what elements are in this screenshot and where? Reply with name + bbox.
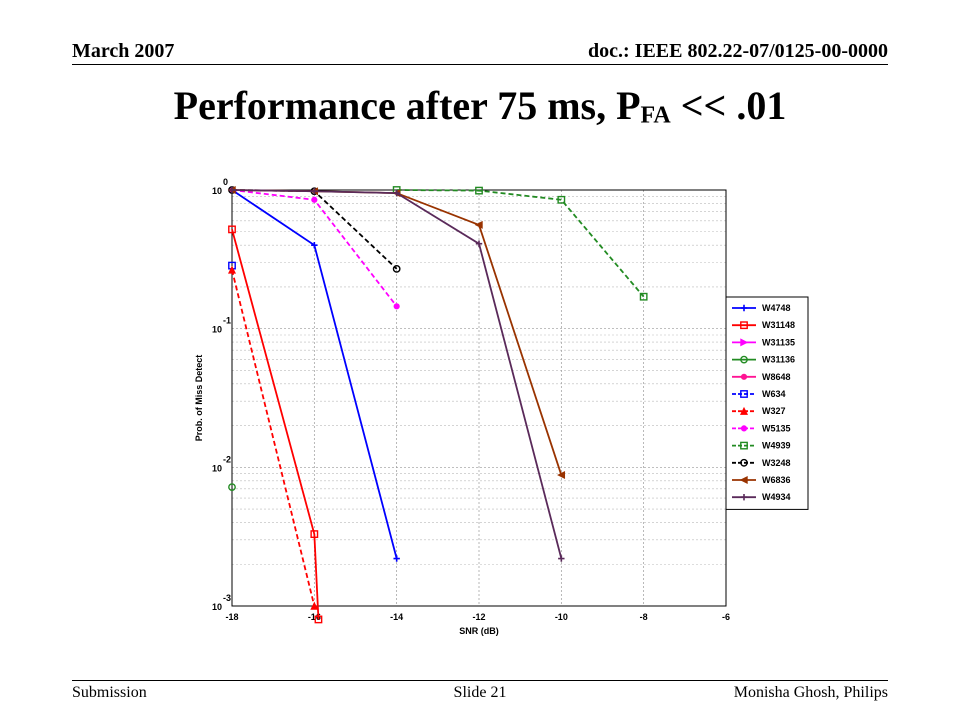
footer-submission: Submission <box>72 684 147 701</box>
legend-label-w5135: W5135 <box>762 423 791 433</box>
footer-author: Monisha Ghosh, Philips <box>733 684 888 701</box>
series-line-w31148 <box>231 229 320 620</box>
legend-marker-w3248 <box>740 458 748 467</box>
y-tick-exponent: 0 <box>223 177 228 187</box>
x-tick-label: -8 <box>640 612 648 622</box>
y-tick-exponent: -3 <box>223 593 231 603</box>
x-tick-label: -12 <box>472 612 485 622</box>
y-tick-exponent: -2 <box>223 454 231 464</box>
slide-title-subscript: FA <box>640 102 671 129</box>
y-tick-exponent: -1 <box>223 316 231 326</box>
legend-label-w31135: W31135 <box>762 337 795 347</box>
header-date: March 2007 <box>72 40 175 62</box>
data-point-w4934 <box>228 186 236 194</box>
footer-slide-number: Slide 21 <box>453 684 507 701</box>
legend-label-w31148: W31148 <box>762 320 795 330</box>
legend-label-w31136: W31136 <box>762 355 795 365</box>
legend-marker-w4748 <box>740 304 748 312</box>
legend-label-w8648: W8648 <box>762 372 791 382</box>
x-tick-label: -16 <box>308 612 321 622</box>
header-divider <box>72 64 888 65</box>
data-point-w31148 <box>310 530 319 538</box>
legend-label-w6836: W6836 <box>762 475 791 485</box>
y-tick-label: 10 <box>212 186 222 196</box>
data-point-w4934 <box>475 240 483 247</box>
legend-marker-w327 <box>739 406 749 415</box>
data-point-w327 <box>310 601 319 610</box>
data-point-w4939 <box>557 195 566 204</box>
y-tick-label: 10 <box>212 463 222 473</box>
legend-label-w327: W327 <box>762 406 786 416</box>
legend-marker-w6836 <box>739 475 748 485</box>
x-tick-label: -14 <box>390 612 403 622</box>
legend-label-w634: W634 <box>762 389 786 399</box>
data-point-w31136 <box>228 483 236 492</box>
x-tick-label: -10 <box>555 612 568 622</box>
series-line-w327 <box>231 269 316 607</box>
data-point-w4934 <box>558 555 565 562</box>
data-point-w5135 <box>311 196 318 203</box>
y-axis-label: Prob. of Miss Detect <box>194 355 204 442</box>
data-point-w4748 <box>393 555 400 562</box>
data-point-w6836 <box>474 220 483 229</box>
slide-title-tail: << .01 <box>670 83 787 128</box>
x-tick-label: -6 <box>722 612 730 622</box>
legend-marker-w31148 <box>740 321 748 330</box>
header-doc-id: doc.: IEEE 802.22-07/0125-00-0000 <box>588 40 888 62</box>
legend-marker-w8648 <box>740 373 748 380</box>
data-point-w4934 <box>311 188 318 195</box>
y-tick-label: 10 <box>212 602 222 612</box>
legend-marker-w5135 <box>740 425 748 432</box>
data-point-w4934 <box>393 189 400 197</box>
data-point-w4939 <box>639 292 648 301</box>
legend-box <box>725 296 809 510</box>
data-point-w6836 <box>557 471 566 480</box>
footer-divider <box>72 680 888 681</box>
x-axis-label: SNR (dB) <box>459 626 499 636</box>
data-point-w327 <box>227 265 237 274</box>
legend-marker-w4939 <box>740 441 748 450</box>
data-point-w31148 <box>314 615 323 624</box>
data-point-w4939 <box>475 186 483 195</box>
legend-marker-w31135 <box>740 338 749 347</box>
series-line-w4939 <box>396 189 645 298</box>
legend-label-w3248: W3248 <box>762 458 791 468</box>
legend-marker-w4934 <box>740 494 748 501</box>
legend-marker-w31136 <box>740 355 748 364</box>
data-point-w5135 <box>393 303 400 310</box>
slide-title-main: Performance after 75 ms, P <box>173 83 641 128</box>
legend-label-w4748: W4748 <box>762 303 791 313</box>
slide-title: Performance after 75 ms, PFA << .01 <box>0 82 960 130</box>
data-point-w4748 <box>311 241 318 249</box>
y-tick-label: 10 <box>212 325 222 335</box>
x-tick-label: -18 <box>225 612 238 622</box>
data-point-w3248 <box>392 264 401 273</box>
data-point-w31148 <box>228 225 236 234</box>
legend-label-w4934: W4934 <box>762 492 791 502</box>
legend-marker-w634 <box>740 390 748 398</box>
legend-label-w4939: W4939 <box>762 441 791 451</box>
